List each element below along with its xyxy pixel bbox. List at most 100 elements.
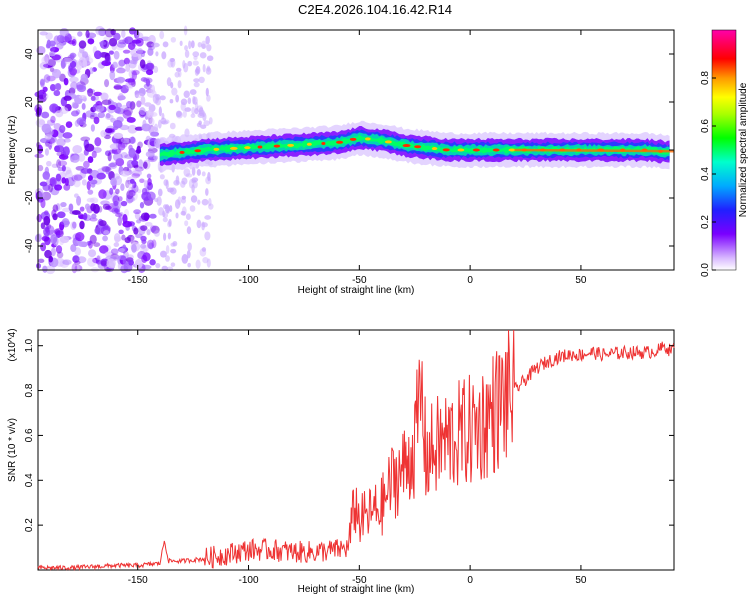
noise-blob	[124, 36, 134, 45]
noise-blob	[92, 104, 99, 112]
noise-blob	[160, 250, 167, 258]
noise-blob	[161, 120, 169, 125]
noise-blob	[111, 207, 120, 214]
noise-blob	[79, 206, 85, 212]
noise-blob	[149, 117, 155, 127]
spectrogram-y-tick-label: 20	[24, 96, 35, 108]
noise-blob	[169, 122, 176, 130]
noise-blob	[145, 69, 154, 76]
noise-blob	[99, 245, 109, 254]
noise-blob	[90, 106, 97, 113]
noise-blob	[131, 69, 140, 76]
noise-blob	[77, 241, 88, 247]
noise-blob	[93, 91, 103, 97]
noise-blob	[49, 43, 56, 52]
noise-blob	[175, 94, 180, 103]
noise-blob	[100, 92, 107, 101]
noise-blob	[78, 94, 87, 100]
noise-blob	[73, 179, 81, 188]
noise-blob	[125, 179, 130, 189]
noise-blob	[136, 100, 142, 108]
snr-frame	[37, 329, 675, 571]
noise-blob	[191, 166, 196, 176]
noise-blob	[36, 94, 47, 103]
noise-blob	[154, 229, 160, 237]
ridge-peak	[306, 142, 312, 146]
noise-blob	[36, 45, 46, 55]
noise-blob	[37, 258, 45, 264]
snr-y-axis-label: SNR (10 * v/v)	[7, 418, 18, 482]
noise-blob	[206, 258, 211, 268]
snr-y-scale-label: (x10^4)	[7, 328, 18, 361]
noise-blob	[159, 174, 165, 180]
snr-y-tick-label: 0.2	[24, 518, 35, 532]
noise-blob	[52, 69, 62, 79]
noise-blob	[120, 200, 128, 207]
noise-blob	[197, 199, 201, 205]
noise-blob	[46, 160, 52, 167]
noise-blob	[117, 196, 123, 202]
noise-blob	[140, 77, 148, 82]
noise-blob	[131, 160, 139, 166]
noise-blob	[149, 225, 157, 233]
noise-blob	[113, 232, 121, 243]
noise-blob	[186, 226, 192, 235]
noise-blob	[120, 264, 129, 274]
noise-blob	[102, 203, 111, 210]
spectrogram-panel: -150 -100 -50 0 50 -40 -20 0 20 40 Height of str…	[7, 25, 675, 296]
noise-blob	[87, 175, 93, 182]
noise-blob	[149, 213, 157, 219]
noise-blob	[74, 260, 81, 265]
noise-blob	[124, 78, 135, 83]
noise-blob	[100, 130, 107, 138]
noise-blob	[104, 28, 115, 38]
noise-blob	[170, 58, 176, 68]
noise-blob	[120, 183, 125, 192]
noise-blob	[189, 205, 196, 212]
noise-blob	[201, 198, 209, 206]
noise-blob	[121, 29, 126, 38]
noise-blob	[140, 212, 150, 221]
noise-blob	[73, 193, 79, 198]
noise-blob	[104, 134, 111, 140]
noise-blob	[36, 214, 42, 223]
ridge-peak	[457, 148, 465, 152]
spectrogram-y-tick-label: 40	[24, 48, 35, 60]
noise-blob	[53, 89, 61, 97]
noise-blob	[136, 48, 144, 55]
noise-blob	[90, 179, 98, 185]
ridge-peak	[257, 145, 263, 149]
noise-blob	[108, 50, 114, 55]
noise-blob	[104, 128, 113, 134]
noise-blob	[136, 145, 141, 154]
noise-blob	[72, 255, 80, 263]
noise-blob	[89, 114, 95, 120]
noise-blob	[44, 54, 50, 64]
noise-blob	[197, 41, 202, 48]
noise-blob	[50, 247, 56, 257]
noise-blob	[90, 95, 96, 102]
snr-x-axis-label: Height of straight line (km)	[298, 584, 415, 595]
noise-blob	[196, 169, 201, 176]
noise-blob	[205, 35, 210, 45]
noise-blob	[195, 259, 201, 269]
noise-blob	[122, 37, 129, 45]
colorbar-gradient	[711, 29, 737, 271]
noise-blob	[62, 57, 73, 64]
noise-blob	[187, 262, 191, 268]
noise-blob	[193, 55, 198, 60]
noise-blob	[192, 60, 199, 66]
noise-blob	[83, 160, 90, 169]
noise-blob	[77, 213, 84, 219]
noise-blob	[70, 244, 77, 253]
noise-blob	[206, 55, 214, 62]
noise-blob	[174, 71, 180, 78]
noise-blob	[187, 97, 192, 105]
noise-blob	[105, 113, 111, 119]
noise-blob	[55, 173, 62, 182]
noise-blob	[112, 120, 123, 129]
noise-blob	[89, 67, 94, 75]
noise-blob	[69, 53, 75, 60]
noise-blob	[139, 178, 145, 184]
noise-blob	[170, 248, 177, 254]
